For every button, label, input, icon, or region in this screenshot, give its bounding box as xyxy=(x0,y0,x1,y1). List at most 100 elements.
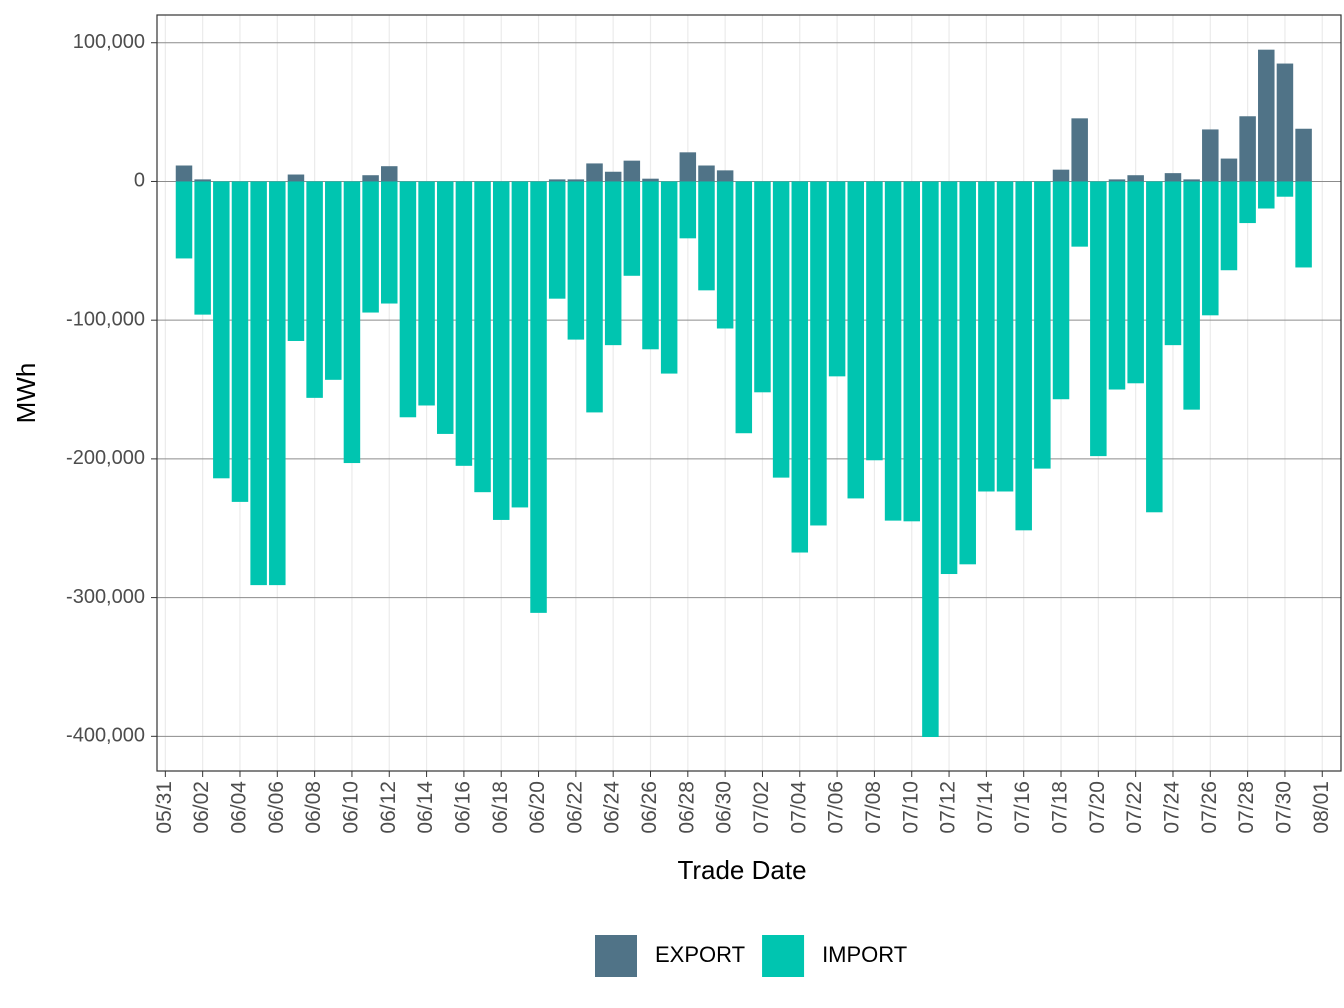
bar xyxy=(642,181,659,350)
bar xyxy=(1015,181,1032,531)
bar xyxy=(623,181,641,276)
x-tick-label: 07/18 xyxy=(1049,781,1072,834)
x-tick-label: 07/26 xyxy=(1198,781,1221,834)
x-tick-label: 06/24 xyxy=(601,781,624,834)
legend-label: IMPORT xyxy=(822,942,907,967)
bar xyxy=(1071,118,1088,182)
bar xyxy=(306,181,323,398)
x-tick-label: 06/06 xyxy=(265,781,288,834)
bar xyxy=(996,181,1014,492)
bar xyxy=(567,181,585,340)
legend-swatch xyxy=(595,935,637,977)
bar xyxy=(175,165,193,182)
bar xyxy=(381,166,398,182)
bar xyxy=(269,181,286,586)
bar xyxy=(530,181,547,613)
bar xyxy=(1052,181,1070,400)
x-tick-label: 06/20 xyxy=(526,781,549,834)
bar xyxy=(866,181,883,461)
bar xyxy=(604,181,622,346)
bar xyxy=(175,181,193,259)
bar xyxy=(436,181,454,434)
bar xyxy=(381,181,398,304)
x-tick-label: 08/01 xyxy=(1310,781,1333,834)
bar xyxy=(1034,181,1051,469)
x-tick-label: 05/31 xyxy=(153,781,176,834)
x-tick-label: 07/14 xyxy=(974,781,997,834)
bar xyxy=(604,171,622,182)
bar xyxy=(810,181,827,526)
bar xyxy=(679,152,697,182)
legend-label: EXPORT xyxy=(655,942,745,967)
x-tick-label: 07/24 xyxy=(1161,781,1184,834)
bar xyxy=(1164,173,1182,182)
bar xyxy=(828,181,846,377)
y-tick-label: -300,000 xyxy=(66,586,145,608)
plot-border xyxy=(156,14,1342,772)
bar xyxy=(548,179,566,182)
bar xyxy=(213,181,230,479)
x-tick-label: 07/06 xyxy=(825,781,848,834)
bar xyxy=(1183,179,1200,182)
bar xyxy=(1258,49,1275,182)
bar xyxy=(1295,128,1312,182)
bar xyxy=(511,181,529,508)
bar xyxy=(418,181,435,406)
bar xyxy=(194,181,211,315)
x-tick-label: 07/08 xyxy=(862,781,885,834)
bar xyxy=(791,181,809,553)
bar xyxy=(1202,181,1219,316)
bar xyxy=(1127,181,1144,384)
bar xyxy=(1220,158,1238,182)
y-tick-label: 100,000 xyxy=(73,31,145,53)
x-tick-label: 06/04 xyxy=(228,781,251,834)
x-tick-label: 06/02 xyxy=(190,781,213,834)
x-tick-label: 06/10 xyxy=(339,781,362,834)
x-tick-label: 07/12 xyxy=(937,781,960,834)
x-tick-label: 06/26 xyxy=(638,781,661,834)
bar xyxy=(735,181,753,434)
bar xyxy=(623,160,641,182)
bar xyxy=(1258,181,1275,209)
bar xyxy=(922,181,939,738)
x-tick-label: 06/16 xyxy=(451,781,474,834)
bar xyxy=(959,181,976,565)
bar xyxy=(362,181,379,313)
bar xyxy=(455,181,473,466)
bar xyxy=(1239,116,1256,182)
bar xyxy=(287,181,305,341)
bar xyxy=(548,181,566,299)
bar xyxy=(847,181,865,499)
bar xyxy=(343,181,361,464)
bar xyxy=(884,181,902,521)
bar xyxy=(940,181,958,575)
bar xyxy=(1052,169,1070,182)
x-tick-label: 07/02 xyxy=(750,781,773,834)
bar xyxy=(1276,63,1294,182)
bar xyxy=(1071,181,1088,247)
bar xyxy=(754,181,771,393)
x-tick-label: 07/10 xyxy=(899,781,922,834)
bar xyxy=(1164,181,1182,346)
y-tick-label: -100,000 xyxy=(66,308,145,330)
bar xyxy=(679,181,697,239)
bar xyxy=(492,181,510,520)
bar xyxy=(978,181,995,492)
y-tick-label: -200,000 xyxy=(66,447,145,469)
bar xyxy=(1127,175,1144,182)
x-tick-label: 06/14 xyxy=(414,781,437,834)
x-tick-label: 07/30 xyxy=(1272,781,1295,834)
bar xyxy=(567,179,585,182)
x-tick-label: 06/12 xyxy=(377,781,400,834)
bar xyxy=(194,179,211,182)
bar xyxy=(399,181,417,418)
x-tick-label: 06/08 xyxy=(302,781,325,834)
bar xyxy=(698,165,715,182)
bar xyxy=(642,178,659,182)
bar xyxy=(660,181,678,374)
y-tick-label: -400,000 xyxy=(66,725,145,747)
x-tick-label: 06/22 xyxy=(563,781,586,834)
bar xyxy=(250,181,267,586)
x-tick-label: 06/28 xyxy=(675,781,698,834)
bar xyxy=(287,174,305,182)
